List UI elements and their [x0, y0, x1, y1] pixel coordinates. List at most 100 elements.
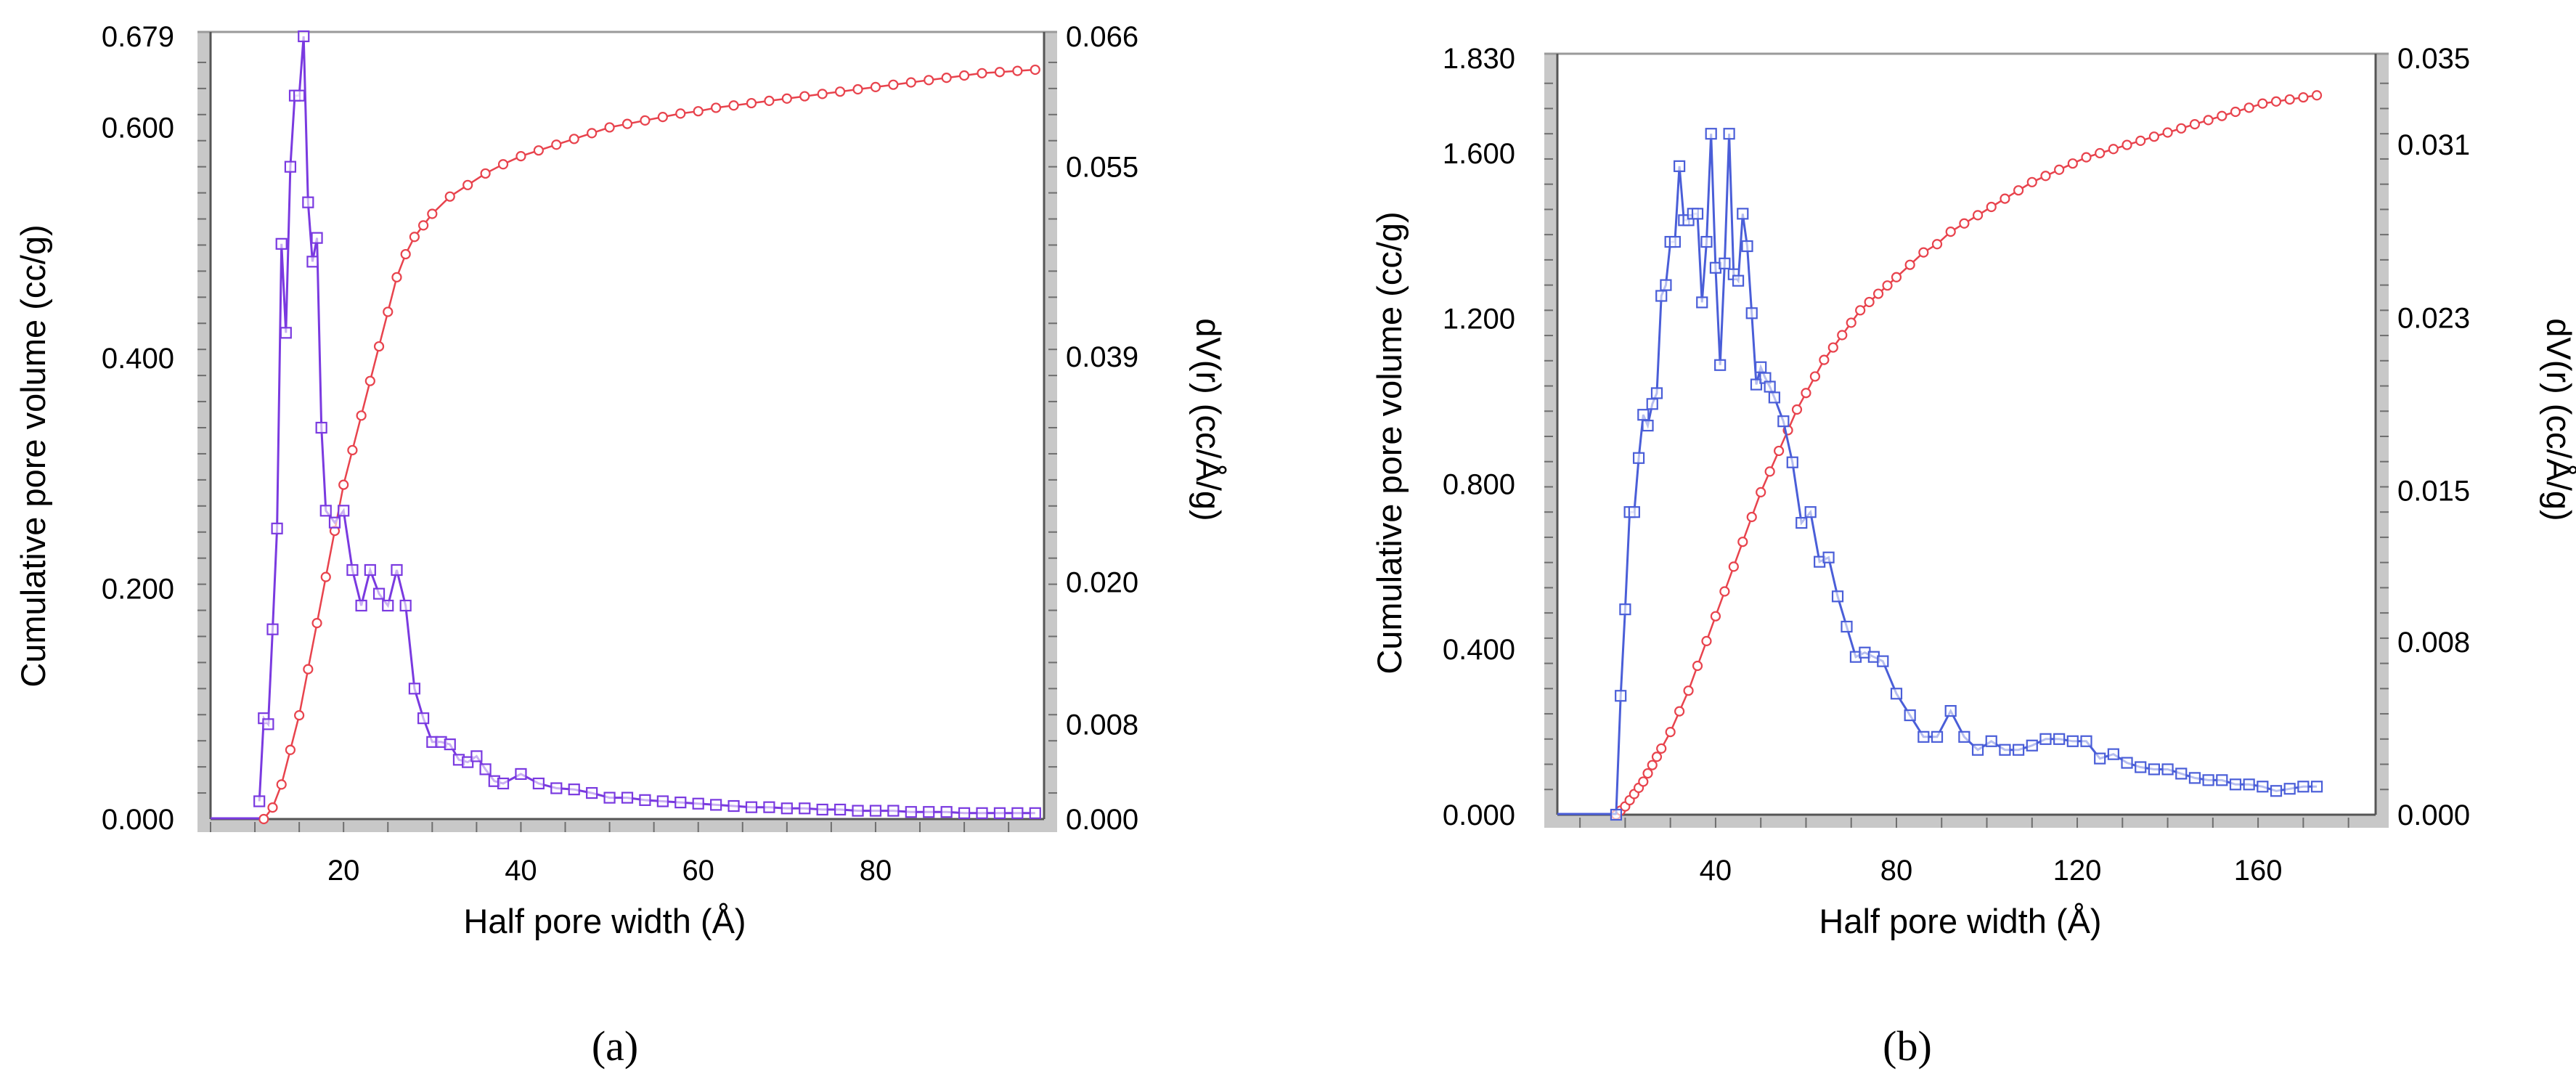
chart-a-x-axis-title: Half pore width (Å) — [463, 902, 746, 940]
chart-b-dv-point — [1745, 307, 1758, 319]
chart-a-dv-point — [745, 801, 758, 813]
chart-b-cumulative-point — [1972, 210, 1984, 221]
chart-a-cumulative-point — [621, 118, 633, 129]
chart-a-left-axis-band — [197, 32, 211, 832]
chart-b-dv-point — [1890, 688, 1903, 700]
chart-b-cumulative-point — [2081, 152, 2092, 163]
chart-a-cumulative-point — [533, 145, 544, 156]
chart-b-dv-point — [1841, 620, 1853, 633]
chart-b-y-tick-label: 0.000 — [1443, 799, 1515, 831]
chart-b-cumulative-point — [1674, 706, 1685, 717]
chart-a-y-tick-label: 0.000 — [102, 804, 174, 836]
chart-b-y-tick-label: 0.800 — [1443, 468, 1515, 500]
chart-b-cumulative-point — [1773, 445, 1785, 457]
chart-b-cumulative-point — [2148, 131, 2160, 142]
chart-a-dv-point — [958, 807, 971, 819]
chart-b-cumulative-point — [2121, 139, 2132, 150]
chart-b-dv-point — [1764, 380, 1776, 393]
chart-b-dv-point — [1619, 603, 1631, 616]
chart-b-dv-point — [1719, 257, 1731, 269]
chart-a-dv-point — [364, 563, 376, 577]
chart-b-dv-point — [2270, 785, 2283, 797]
chart-b-cumulative-point — [1945, 227, 1956, 237]
chart-a-dv-point — [319, 505, 332, 517]
chart-b-y-tick-label: 1.200 — [1443, 304, 1515, 335]
chart-a-y2-tick-label: 0.020 — [1066, 566, 1138, 598]
chart-a-cumulative-point — [1030, 64, 1040, 76]
chart-b-dv-point — [1877, 655, 1889, 667]
chart-b-dv-point — [1931, 730, 1944, 743]
chart-a-dv-point — [656, 795, 669, 807]
chart-a-dv-point — [271, 522, 283, 534]
chart-b-cumulative-point — [1819, 354, 1830, 365]
chart-b-dv-point — [1674, 160, 1686, 172]
chart-b-cumulative-point — [1855, 305, 1866, 316]
chart-b-cumulative-point — [2067, 158, 2078, 169]
chart-b-dv-point — [1642, 420, 1654, 432]
chart-b-dv-point — [2188, 772, 2201, 784]
chart-a-dv-point — [905, 806, 917, 818]
chart-a-cumulative-point — [870, 81, 881, 92]
chart-b-cumulative-point — [1882, 280, 1893, 291]
chart-b-x-axis-title: Half pore width (Å) — [1819, 902, 2101, 940]
chart-b-dv-point — [2161, 763, 2174, 775]
chart-b-dv-point — [1691, 208, 1704, 220]
chart-a-dv-point — [479, 763, 492, 775]
chart-b-cumulative-point — [1719, 586, 1730, 597]
chart-a-dv-point — [780, 802, 793, 815]
chart-a-dv-point — [275, 237, 288, 250]
chart-b-right-axis-band — [2376, 54, 2389, 828]
chart-b-y2-tick-label: 0.031 — [2397, 129, 2470, 161]
chart-a-dv-point — [710, 799, 722, 811]
chart-b-dv-point — [2121, 757, 2133, 769]
chart-b-dv-point — [2066, 735, 2079, 747]
chart-a-dv-point — [372, 587, 386, 600]
chart-b-dv-point — [2013, 744, 2025, 756]
chart-a-dv-point — [266, 623, 279, 635]
chart-b-cumulative-point — [2026, 176, 2037, 187]
chart-b-dv-point — [1755, 361, 1767, 373]
chart-b-x-tick-label: 40 — [1700, 855, 1732, 887]
chart-a-x-tick-label: 40 — [505, 855, 537, 887]
chart-b-cumulative-point — [1737, 537, 1748, 547]
chart-b-cumulative-point — [2189, 119, 2201, 130]
chart-b-dv-point — [1646, 398, 1658, 410]
chart-b-dv-point — [1804, 506, 1817, 518]
chart-a-dv-point — [346, 563, 359, 577]
chart-b-cumulative-point — [1665, 727, 1676, 738]
chart-a-cumulative-point — [480, 168, 491, 179]
chart-b-frame — [1544, 52, 2389, 828]
chart-b-cumulative-point — [2054, 164, 2065, 175]
chart-a-cumulative-point — [303, 664, 314, 675]
chart-b-cumulative-point — [2176, 123, 2187, 134]
chart-a-cumulative-point — [515, 151, 526, 162]
chart-a-dv-point — [727, 799, 740, 813]
chart-b-dv-point — [1985, 735, 1997, 747]
chart-b-y-tick-label: 1.600 — [1443, 138, 1515, 170]
panel-label-a: (a) — [592, 1022, 638, 1070]
chart-a-dv-point — [253, 795, 266, 807]
chart-a-dv-point — [586, 786, 598, 799]
chart-a-dv-point — [382, 599, 394, 612]
chart-a-y2-tick-label: 0.039 — [1066, 341, 1138, 373]
chart-b-dv-point — [1696, 296, 1708, 309]
chart-b-cumulative-point — [1918, 247, 1929, 258]
chart-b-dv-point — [1768, 391, 1780, 404]
chart-b-y2-tick-label: 0.000 — [2397, 799, 2470, 831]
chart-b-dv-point — [2283, 783, 2296, 795]
chart-a-y-tick-label: 0.679 — [102, 21, 174, 53]
chart-a-dv-point — [763, 801, 775, 813]
chart-a-dv-point — [692, 797, 704, 810]
chart-a-cumulative-point — [817, 89, 828, 99]
chart-b-cumulative-point — [1764, 466, 1775, 477]
chart-b-dv-point — [1750, 378, 1763, 391]
chart-a-cumulative-point — [835, 86, 846, 97]
chart-b-dv-point — [2202, 774, 2214, 786]
chart-b-cumulative-point — [2230, 106, 2241, 118]
chart-b-dv-point — [1958, 730, 1970, 743]
chart-a-cumulative-point — [958, 70, 970, 81]
chart-a-dv-point — [462, 756, 474, 768]
chart-b-dv-point — [2297, 781, 2310, 793]
chart-a-cumulative-point — [888, 79, 899, 90]
